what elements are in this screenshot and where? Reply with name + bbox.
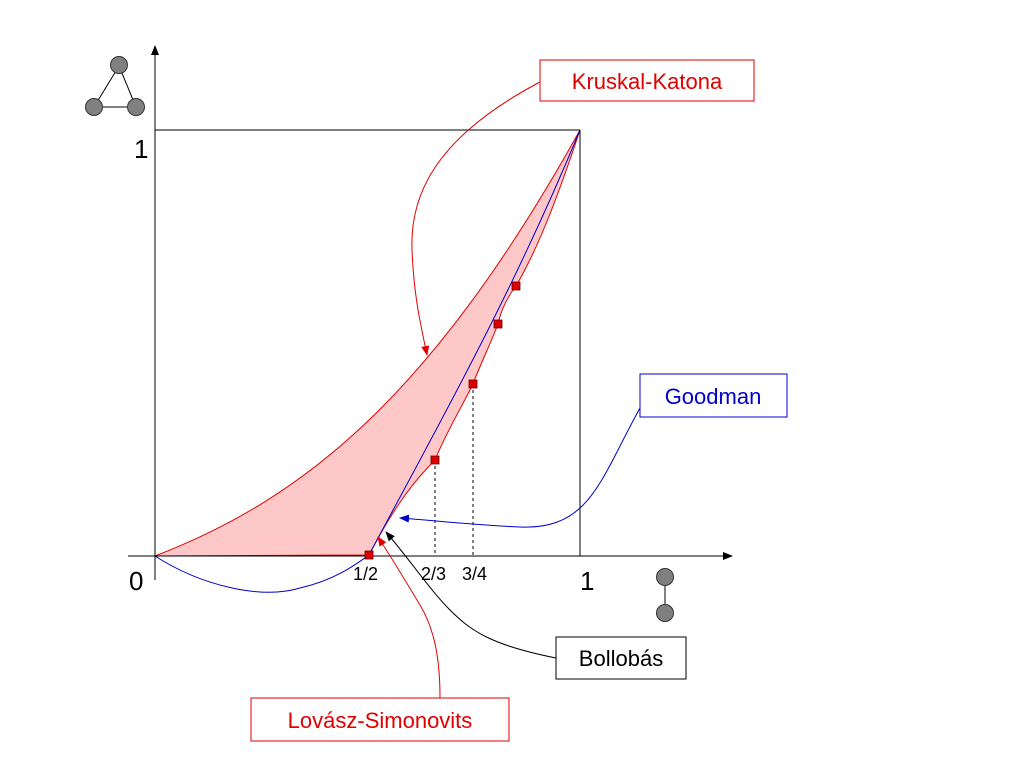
lower-bound-curve — [154, 129, 581, 557]
x-tick-three-quarters: 3/4 — [462, 564, 487, 584]
bollobas-label: Bollobás — [579, 646, 663, 671]
marker-half — [364, 550, 374, 560]
x-tick-half: 1/2 — [353, 564, 378, 584]
edge-graph-icon — [656, 568, 674, 622]
x-tick-two-thirds: 2/3 — [421, 564, 446, 584]
kruskal-katona-label: Kruskal-Katona — [572, 69, 723, 94]
origin-label: 0 — [129, 566, 143, 596]
triangle-graph-icon — [85, 56, 145, 116]
kruskal-katona-box — [539, 59, 755, 102]
y-axis-one-label: 1 — [134, 134, 148, 164]
marker-three-quarters — [468, 379, 478, 389]
goodman-box — [639, 373, 788, 418]
goodman-arrow — [399, 407, 641, 528]
feasible-region — [155, 130, 580, 556]
lovasz-simonovits-box — [250, 697, 510, 742]
marker-two-thirds — [430, 455, 440, 465]
lovasz-simonovits-label: Lovász-Simonovits — [288, 708, 473, 733]
x-axis-one-label: 1 — [580, 566, 594, 596]
bollobas-box — [555, 636, 687, 680]
bollobas-arrow — [385, 531, 557, 659]
kruskal-katona-arrow — [411, 81, 541, 356]
lovasz-simonovits-arrow — [377, 536, 441, 699]
marker-five-sixths — [511, 281, 521, 291]
goodman-label: Goodman — [665, 384, 762, 409]
kruskal-katona-curve — [154, 129, 581, 557]
marker-four-fifths — [493, 319, 503, 329]
